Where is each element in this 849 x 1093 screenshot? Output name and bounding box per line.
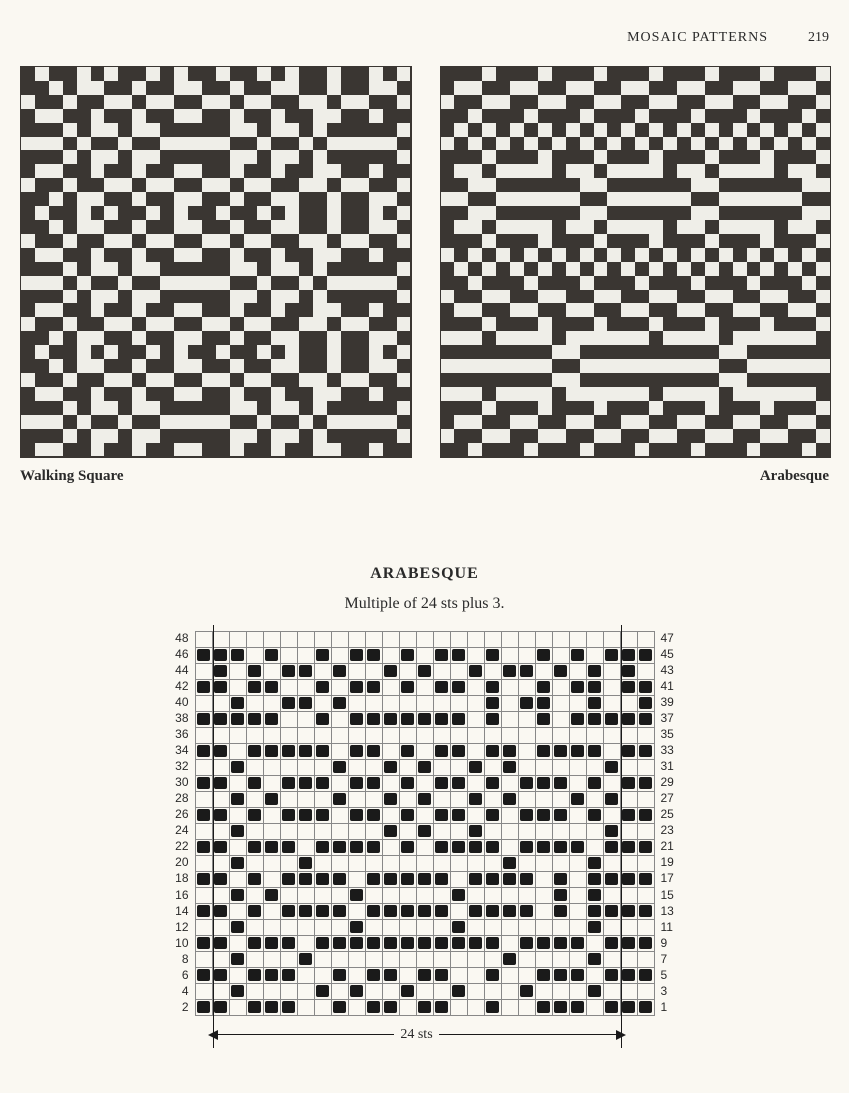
- arabesque-swatch: [440, 66, 832, 458]
- page-number: 219: [808, 30, 829, 46]
- walking-square-swatch: [20, 66, 412, 458]
- section-title: MOSAIC PATTERNS: [627, 30, 768, 46]
- repeat-line-left: [213, 625, 214, 1048]
- swatch-captions: Walking Square Arabesque: [20, 468, 829, 485]
- chart-title: ARABESQUE: [20, 565, 829, 583]
- chart-subtitle: Multiple of 24 sts plus 3.: [20, 595, 829, 613]
- swatch-row: [20, 66, 829, 458]
- chart-grid: [195, 631, 655, 1016]
- left-caption: Walking Square: [20, 468, 124, 485]
- right-row-labels: 4745434139373533312927252321191715131197…: [655, 631, 674, 1016]
- left-row-labels: 4846444240383634323028262422201816141210…: [175, 631, 194, 1016]
- chart-container: 4846444240383634323028262422201816141210…: [195, 631, 655, 1016]
- repeat-brace: 24 sts: [213, 1024, 621, 1046]
- repeat-label: 24 sts: [394, 1027, 438, 1043]
- repeat-line-right: [621, 625, 622, 1048]
- page-header: MOSAIC PATTERNS 219: [20, 30, 829, 46]
- right-caption: Arabesque: [760, 468, 829, 485]
